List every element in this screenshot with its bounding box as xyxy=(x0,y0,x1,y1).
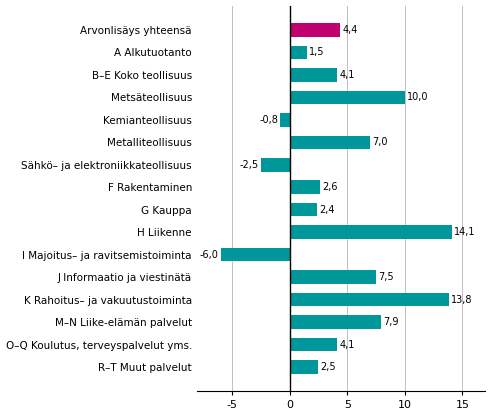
Text: 13,8: 13,8 xyxy=(451,295,472,305)
Bar xyxy=(290,23,340,37)
Bar xyxy=(290,181,320,194)
Text: 2,4: 2,4 xyxy=(320,205,335,215)
Bar xyxy=(290,203,317,216)
Text: -2,5: -2,5 xyxy=(240,160,259,170)
Text: 7,9: 7,9 xyxy=(383,317,398,327)
Text: 14,1: 14,1 xyxy=(454,227,476,237)
Text: 4,4: 4,4 xyxy=(343,25,358,35)
Text: 4,1: 4,1 xyxy=(339,339,355,349)
Bar xyxy=(220,248,290,261)
Bar xyxy=(290,293,449,307)
Bar xyxy=(290,68,337,82)
Bar xyxy=(290,46,307,59)
Bar xyxy=(290,225,452,239)
Bar xyxy=(261,158,290,171)
Text: 1,5: 1,5 xyxy=(309,47,325,57)
Bar xyxy=(280,113,290,126)
Bar xyxy=(290,338,337,352)
Bar xyxy=(290,360,319,374)
Text: 4,1: 4,1 xyxy=(339,70,355,80)
Bar xyxy=(290,136,370,149)
Text: 10,0: 10,0 xyxy=(407,92,429,102)
Bar xyxy=(290,315,381,329)
Text: 7,0: 7,0 xyxy=(373,137,388,147)
Text: -0,8: -0,8 xyxy=(259,115,278,125)
Text: -6,0: -6,0 xyxy=(199,250,218,260)
Bar xyxy=(290,270,376,284)
Text: 2,5: 2,5 xyxy=(321,362,336,372)
Text: 2,6: 2,6 xyxy=(322,182,337,192)
Text: 7,5: 7,5 xyxy=(379,272,394,282)
Bar xyxy=(290,91,405,104)
